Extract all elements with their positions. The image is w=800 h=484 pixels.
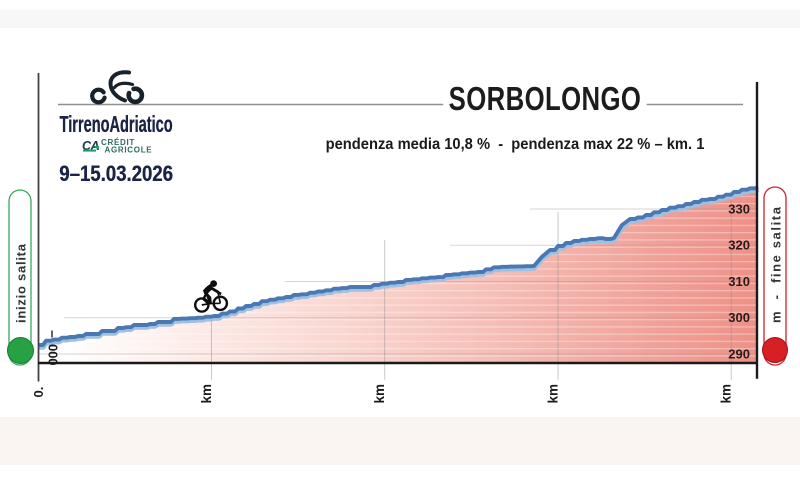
svg-text:320: 320 — [728, 238, 750, 253]
svg-text:290: 290 — [728, 347, 750, 362]
svg-text:km: km — [719, 384, 734, 404]
svg-text:330: 330 — [728, 202, 750, 217]
svg-text:m - fine salita: m - fine salita — [769, 206, 784, 323]
svg-text:CA: CA — [82, 139, 100, 153]
svg-text:000: 000 — [46, 344, 61, 366]
svg-text:CRÉDIT: CRÉDIT — [101, 138, 135, 147]
svg-text:300: 300 — [728, 310, 750, 325]
svg-text:310: 310 — [728, 274, 750, 289]
svg-text:0.: 0. — [31, 387, 46, 398]
svg-text:km: km — [372, 384, 387, 404]
svg-text:km: km — [199, 384, 214, 404]
svg-text:km: km — [546, 384, 561, 404]
svg-text:inizio salita: inizio salita — [14, 243, 29, 323]
svg-text:AGRICOLE: AGRICOLE — [105, 145, 153, 154]
